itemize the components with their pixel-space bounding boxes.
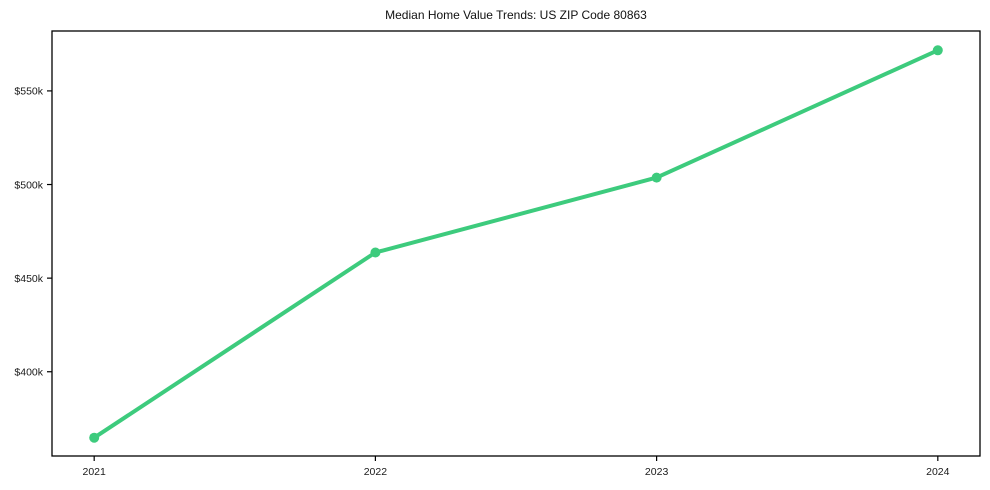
y-tick-label: $450k: [14, 273, 43, 285]
data-point-2023: [651, 172, 662, 183]
data-point-2022: [370, 247, 381, 258]
x-tick-label: 2021: [83, 466, 107, 478]
y-tick-label: $500k: [14, 179, 43, 191]
data-point-2024: [932, 45, 943, 56]
data-point-2021: [89, 432, 100, 443]
trend-line: [92, 48, 940, 440]
x-tick-label: 2022: [364, 466, 388, 478]
x-tick-label: 2023: [645, 466, 669, 478]
plot-border: [51, 30, 981, 457]
x-tick-label: 2024: [926, 466, 950, 478]
chart-title: Median Home Value Trends: US ZIP Code 80…: [385, 8, 647, 22]
y-tick-label: $400k: [14, 367, 43, 379]
y-tick-label: $550k: [14, 86, 43, 98]
